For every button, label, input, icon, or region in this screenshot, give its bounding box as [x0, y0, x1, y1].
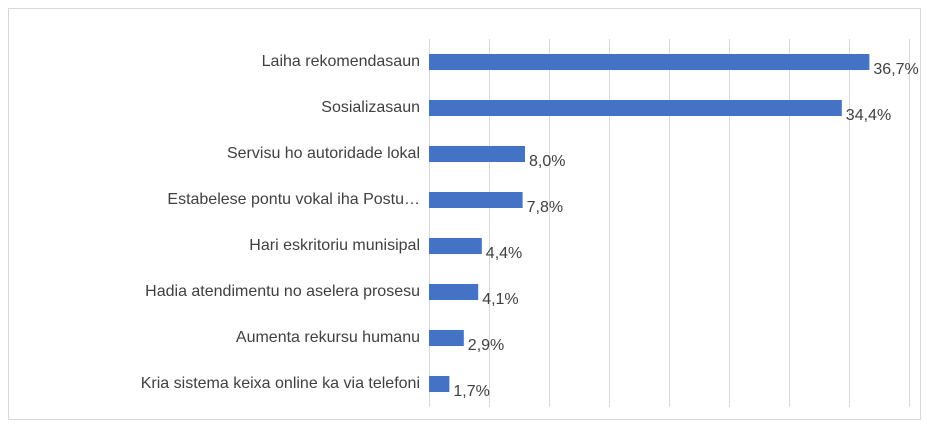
data-label: 7,8%	[527, 199, 563, 216]
y-tick-label: Servisu ho autoridade lokal	[227, 145, 420, 162]
data-label: 4,1%	[482, 291, 518, 308]
y-tick-label: Hari eskritoriu munisipal	[249, 237, 420, 254]
bar	[429, 54, 870, 70]
bar	[429, 192, 523, 208]
chart-border	[8, 8, 921, 420]
data-label: 2,9%	[468, 337, 504, 354]
bar	[429, 146, 525, 162]
y-tick-label: Laiha rekomendasaun	[262, 53, 420, 70]
bar	[429, 330, 464, 346]
bar	[429, 100, 842, 116]
data-label: 36,7%	[873, 61, 918, 78]
y-tick-label: Estabelese pontu vokal iha Postu…	[167, 191, 420, 208]
y-tick-label: Hadia atendimentu no aselera prosesu	[145, 283, 420, 300]
bar	[429, 238, 482, 254]
bar	[429, 284, 479, 300]
data-label: 34,4%	[846, 107, 891, 124]
y-tick-label: Sosializasaun	[321, 99, 420, 116]
bar	[429, 376, 450, 392]
data-label: 1,7%	[453, 383, 489, 400]
y-tick-label: Kria sistema keixa online ka via telefon…	[141, 375, 420, 392]
y-tick-label: Aumenta rekursu humanu	[236, 329, 420, 346]
data-label: 4,4%	[486, 245, 522, 262]
data-label: 8,0%	[529, 153, 565, 170]
